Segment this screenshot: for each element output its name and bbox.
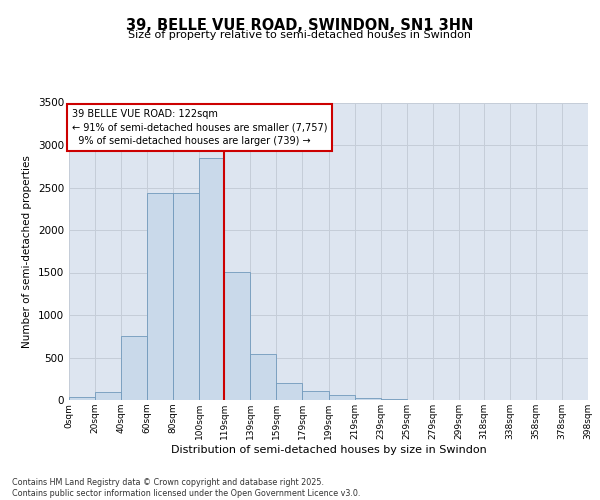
Bar xyxy=(250,354,277,400)
Bar xyxy=(95,392,121,400)
Bar xyxy=(302,390,329,400)
Text: 39 BELLE VUE ROAD: 122sqm
← 91% of semi-detached houses are smaller (7,757)
  9%: 39 BELLE VUE ROAD: 122sqm ← 91% of semi-… xyxy=(71,110,327,146)
Bar xyxy=(69,398,95,400)
Bar xyxy=(355,398,380,400)
X-axis label: Distribution of semi-detached houses by size in Swindon: Distribution of semi-detached houses by … xyxy=(170,444,487,454)
Bar xyxy=(173,194,199,400)
Bar xyxy=(121,336,147,400)
Bar xyxy=(380,399,407,400)
Bar xyxy=(277,382,302,400)
Text: Size of property relative to semi-detached houses in Swindon: Size of property relative to semi-detach… xyxy=(128,30,472,40)
Y-axis label: Number of semi-detached properties: Number of semi-detached properties xyxy=(22,155,32,348)
Text: Contains HM Land Registry data © Crown copyright and database right 2025.
Contai: Contains HM Land Registry data © Crown c… xyxy=(12,478,361,498)
Bar xyxy=(329,396,355,400)
Bar xyxy=(199,158,224,400)
Bar xyxy=(224,272,250,400)
Text: 39, BELLE VUE ROAD, SWINDON, SN1 3HN: 39, BELLE VUE ROAD, SWINDON, SN1 3HN xyxy=(127,18,473,32)
Bar xyxy=(147,194,173,400)
